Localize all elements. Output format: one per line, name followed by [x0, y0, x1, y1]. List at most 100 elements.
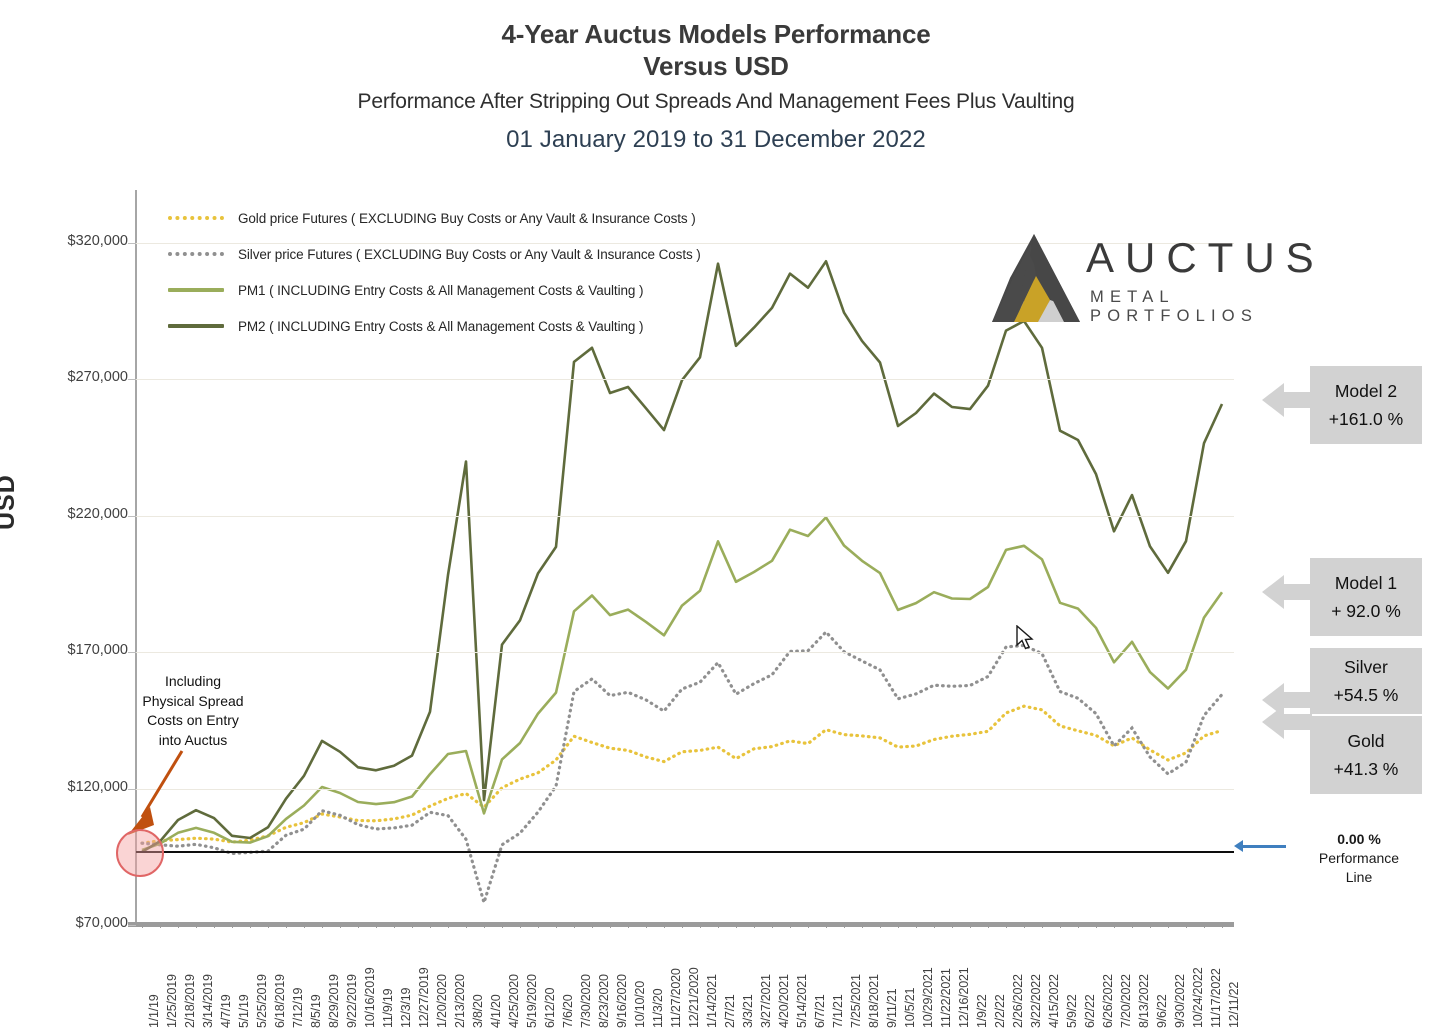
x-axis-tick	[1222, 922, 1223, 928]
x-axis-tick	[736, 922, 737, 928]
x-axis-tick	[646, 922, 647, 928]
y-axis-label: $170,000	[67, 642, 128, 659]
x-axis-label: 8/29/2019	[327, 974, 341, 1028]
legend-item-pm2[interactable]: PM2 ( INCLUDING Entry Costs & All Manage…	[168, 308, 868, 344]
x-axis-tick	[1060, 922, 1061, 928]
x-axis-label: 10/16/2019	[363, 967, 377, 1028]
legend-item-silver-price-futures[interactable]: Silver price Futures ( EXCLUDING Buy Cos…	[168, 236, 868, 272]
x-axis-label: 9/30/2022	[1173, 974, 1187, 1028]
x-axis-label: 1/14/2021	[705, 974, 719, 1028]
x-axis-tick	[466, 922, 467, 928]
x-axis-label: 10/29/2021	[921, 967, 935, 1028]
x-axis-tick	[628, 922, 629, 928]
callout-arrow-head	[1262, 705, 1284, 739]
y-axis-label: $220,000	[67, 505, 128, 522]
x-axis-tick	[754, 922, 755, 928]
legend-label: PM2 ( INCLUDING Entry Costs & All Manage…	[238, 318, 644, 334]
x-axis-tick	[394, 922, 395, 928]
x-axis-tick	[340, 922, 341, 928]
chart-title-line2: Versus USD	[643, 51, 789, 81]
x-axis-label: 4/15/2022	[1047, 974, 1061, 1028]
x-axis-tick	[430, 922, 431, 928]
x-axis-tick	[286, 922, 287, 928]
legend-swatch-icon	[168, 216, 224, 220]
annotation-line-3: Costs on Entry	[147, 712, 239, 728]
x-axis-label: 4/25/2020	[507, 974, 521, 1028]
x-axis-tick	[880, 922, 881, 928]
y-axis-label: $270,000	[67, 369, 128, 386]
x-axis-tick	[970, 922, 971, 928]
legend-item-gold-price-futures[interactable]: Gold price Futures ( EXCLUDING Buy Costs…	[168, 200, 868, 236]
y-axis-tick	[128, 652, 136, 654]
legend-swatch-icon	[168, 252, 224, 256]
gridline	[136, 243, 1234, 244]
zero-performance-line	[136, 851, 1234, 853]
x-axis-tick	[664, 922, 665, 928]
x-axis-tick	[916, 922, 917, 928]
x-axis-label: 1/1/19	[147, 994, 161, 1028]
x-axis-tick	[988, 922, 989, 928]
annotation-line-2: Physical Spread	[142, 692, 244, 709]
callout-arrow-head	[1262, 575, 1284, 609]
x-axis-tick	[304, 922, 305, 928]
x-axis-tick	[178, 922, 179, 928]
mouse-cursor-icon	[1016, 625, 1034, 650]
x-axis-label: 7/1/21	[831, 994, 845, 1028]
performance-line-label: 0.00 % Performance Line	[1296, 830, 1422, 887]
x-axis-tick	[1114, 922, 1115, 928]
callout-arrow-stem	[1284, 714, 1312, 730]
performance-line-text-2: Line	[1345, 869, 1373, 885]
x-axis-label: 12/21/2020	[687, 967, 701, 1028]
x-axis-tick	[1042, 922, 1043, 928]
x-axis-tick	[826, 922, 827, 928]
x-axis-label: 6/2/22	[1083, 994, 1097, 1028]
x-axis-label: 1/20/2020	[435, 974, 449, 1028]
x-axis-tick	[700, 922, 701, 928]
x-axis-label: 8/23/2020	[597, 974, 611, 1028]
performance-line-value: 0.00 %	[1337, 831, 1381, 847]
callout-arrow-stem	[1284, 692, 1312, 708]
callout-name: Gold	[1347, 731, 1385, 751]
plot-area	[128, 190, 1234, 926]
x-axis-label: 4/20/2021	[777, 974, 791, 1028]
x-axis-label: 12/16/2021	[957, 967, 971, 1028]
callout-value: +161.0 %	[1328, 409, 1404, 429]
x-axis-label: 11/22/2021	[939, 968, 953, 1028]
x-axis-labels: 1/1/19 1/25/2019 2/18/2019 3/14/2019 4/7/19 5…	[136, 922, 1241, 1033]
x-axis-label: 3/27/2021	[759, 974, 773, 1028]
x-axis-label: 11/17/2022	[1209, 968, 1223, 1028]
x-axis-label: 10/10/20	[633, 980, 647, 1028]
callout-name: Silver	[1344, 657, 1388, 677]
x-axis-tick	[1096, 922, 1097, 928]
mountain-logo-icon	[992, 234, 1080, 322]
annotation-line-1: Including	[164, 673, 222, 689]
x-axis-tick	[412, 922, 413, 928]
gridline	[136, 652, 1234, 654]
x-axis-label: 5/19/2020	[525, 974, 539, 1028]
legend-swatch-icon	[168, 288, 224, 292]
legend-item-pm1[interactable]: PM1 ( INCLUDING Entry Costs & All Manage…	[168, 272, 868, 308]
x-axis-label: 1/25/2019	[165, 974, 179, 1028]
performance-line-text-1: Performance	[1318, 850, 1400, 866]
x-axis-label: 7/12/19	[291, 987, 305, 1028]
x-axis-label: 12/27/2019	[417, 967, 431, 1028]
x-axis-tick	[160, 922, 161, 928]
x-axis-label: 12/3/19	[399, 987, 413, 1028]
x-axis-tick	[358, 922, 359, 928]
x-axis-tick	[772, 922, 773, 928]
x-axis-tick	[790, 922, 791, 928]
x-axis-tick	[322, 922, 323, 928]
x-axis-label: 6/7/21	[813, 994, 827, 1028]
x-axis-tick	[934, 922, 935, 928]
x-axis-label: 6/18/2019	[273, 974, 287, 1028]
x-axis-tick	[682, 922, 683, 928]
x-axis-label: 3/22/2022	[1029, 974, 1043, 1028]
x-axis-label: 5/25/2019	[255, 974, 269, 1028]
x-axis-label: 8/5/19	[309, 994, 323, 1028]
callout-gold: Gold +41.3 %	[1310, 716, 1422, 794]
x-axis-tick	[574, 922, 575, 928]
x-axis-label: 9/16/2020	[615, 974, 629, 1028]
x-axis-tick	[1132, 922, 1133, 928]
x-axis-label: 8/18/2021	[867, 974, 881, 1028]
logo-tagline: METAL PORTFOLIOS	[1090, 288, 1259, 325]
